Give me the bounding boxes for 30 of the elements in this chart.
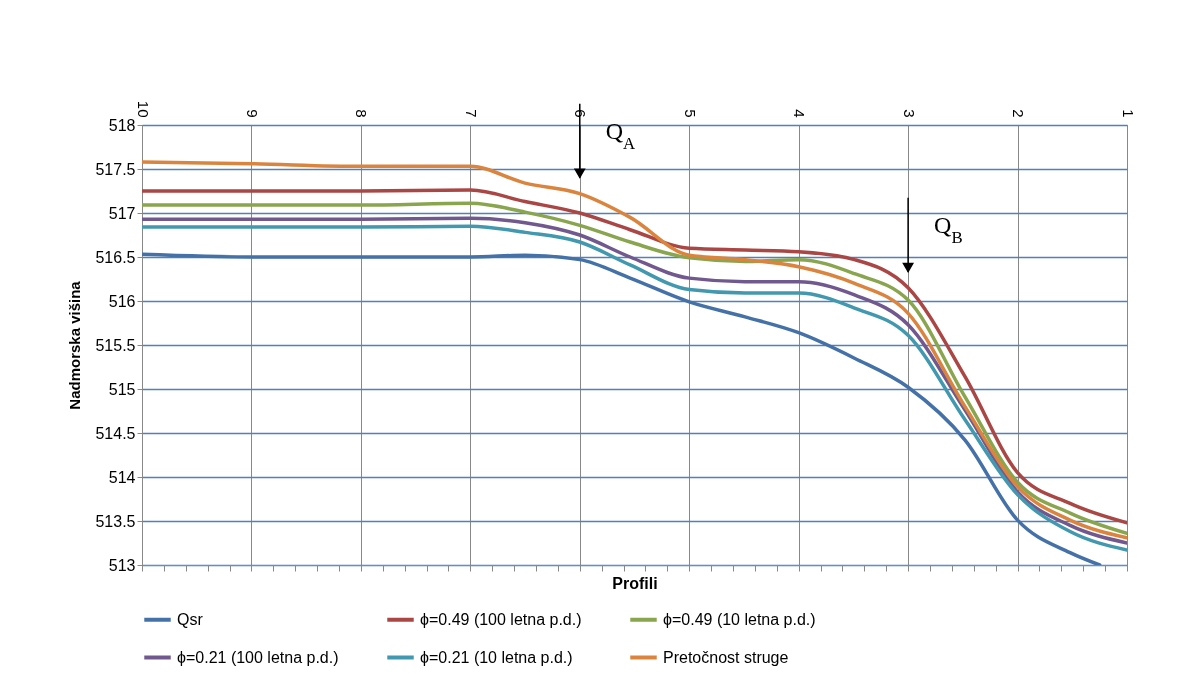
legend-label: ϕ=0.21 (100 letna p.d.) — [177, 648, 339, 666]
legend-label: Qsr — [177, 610, 204, 628]
y-tick-label: 515 — [108, 380, 136, 398]
x-tick-label: 4 — [791, 109, 809, 118]
y-tick-label: 513 — [108, 556, 136, 574]
x-tick-label: 3 — [900, 109, 918, 118]
legend-label: Pretočnost struge — [663, 648, 789, 666]
y-tick-label: 516 — [108, 292, 136, 310]
y-tick-label: 518 — [108, 116, 136, 134]
x-tick-label: 8 — [353, 109, 371, 118]
x-tick-label: 1 — [1119, 109, 1137, 118]
annotation: Q$_{B}$ — [934, 211, 963, 247]
y-axis-title: Nadmorska višina — [66, 280, 84, 410]
x-tick-label: 10 — [134, 100, 152, 118]
y-tick-label: 513.5 — [95, 512, 136, 530]
y-tick-label: 514 — [108, 468, 136, 486]
x-tick-label: 7 — [462, 109, 480, 118]
x-tick-label: 9 — [243, 109, 261, 118]
legend-label: ϕ=0.49 (100 letna p.d.) — [420, 610, 582, 628]
x-tick-label: 6 — [572, 109, 590, 118]
legend-label: ϕ=0.49 (10 letna p.d.) — [663, 610, 816, 628]
y-tick-label: 517 — [108, 204, 136, 222]
x-tick-label: 5 — [681, 109, 699, 118]
y-tick-label: 516.5 — [95, 248, 136, 266]
y-tick-label: 514.5 — [95, 424, 136, 442]
y-tick-label: 517.5 — [95, 160, 136, 178]
y-tick-label: 515.5 — [95, 336, 136, 354]
legend-label: ϕ=0.21 (10 letna p.d.) — [420, 648, 573, 666]
x-tick-label: 2 — [1010, 109, 1028, 118]
x-axis-title: Profili — [612, 575, 658, 592]
